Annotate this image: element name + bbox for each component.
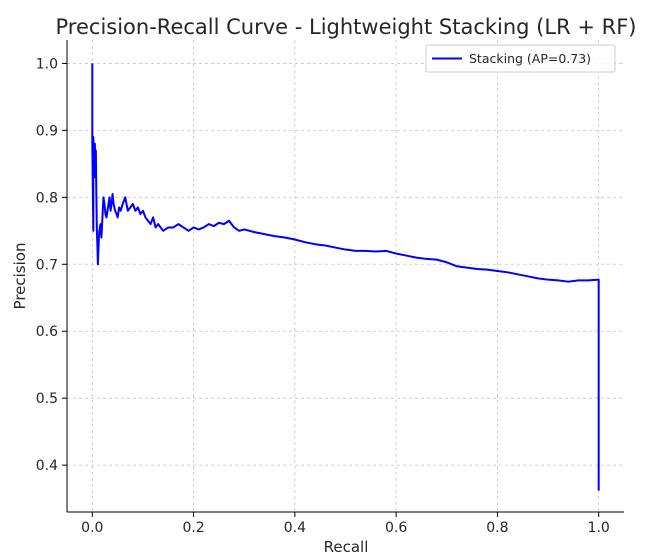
legend-box bbox=[425, 44, 616, 73]
y-tick-label-3: 0.7 bbox=[36, 257, 58, 273]
y-tick-label-0: 0.4 bbox=[36, 458, 58, 474]
y-tick-label-5: 0.9 bbox=[36, 123, 58, 139]
legend-label: Stacking (AP=0.73) bbox=[469, 51, 591, 66]
x-axis-label: Recall bbox=[324, 538, 369, 556]
x-tick-label-5: 1.0 bbox=[588, 520, 610, 536]
series-line-0 bbox=[91, 63, 600, 491]
y-tick-label-2: 0.6 bbox=[36, 324, 58, 340]
axes: 0.0 0.2 0.4 0.6 0.8 1.0 0.4 0.5 0.6 0.7 0.8 0.9 1.0 bbox=[36, 40, 624, 536]
y-tick-label-1: 0.5 bbox=[36, 391, 58, 407]
chart-title: Precision-Recall Curve - Lightweight Sta… bbox=[56, 15, 637, 39]
y-tick-label-4: 0.8 bbox=[36, 190, 58, 206]
x-tick-label-0: 0.0 bbox=[81, 520, 103, 536]
x-tick-label-2: 0.4 bbox=[284, 520, 306, 536]
y-tick-label-6: 1.0 bbox=[36, 56, 58, 72]
grid bbox=[67, 40, 624, 512]
series-layer bbox=[91, 63, 600, 491]
y-axis-label: Precision bbox=[11, 243, 29, 310]
x-tick-label-1: 0.2 bbox=[182, 520, 204, 536]
legend: Stacking (AP=0.73) bbox=[425, 44, 616, 73]
x-tick-label-4: 0.8 bbox=[486, 520, 508, 536]
x-tick-label-3: 0.6 bbox=[385, 520, 407, 536]
